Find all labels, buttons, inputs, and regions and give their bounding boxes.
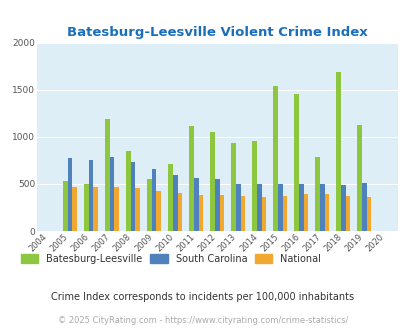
- Bar: [319, 184, 324, 231]
- Bar: [214, 179, 219, 231]
- Bar: [298, 184, 303, 231]
- Bar: [361, 183, 366, 231]
- Bar: [366, 197, 370, 231]
- Bar: [68, 158, 72, 231]
- Bar: [294, 94, 298, 231]
- Text: Crime Index corresponds to incidents per 100,000 inhabitants: Crime Index corresponds to incidents per…: [51, 292, 354, 302]
- Bar: [72, 187, 77, 231]
- Bar: [198, 195, 202, 231]
- Bar: [210, 132, 214, 231]
- Bar: [151, 169, 156, 231]
- Bar: [219, 195, 224, 231]
- Bar: [356, 125, 361, 231]
- Bar: [282, 196, 286, 231]
- Bar: [273, 86, 277, 231]
- Bar: [277, 184, 282, 231]
- Bar: [303, 194, 307, 231]
- Bar: [168, 164, 173, 231]
- Bar: [173, 175, 177, 231]
- Bar: [130, 162, 135, 231]
- Bar: [345, 196, 350, 231]
- Bar: [235, 184, 240, 231]
- Title: Batesburg-Leesville Violent Crime Index: Batesburg-Leesville Violent Crime Index: [67, 26, 367, 39]
- Bar: [110, 157, 114, 231]
- Bar: [252, 141, 256, 231]
- Bar: [240, 196, 245, 231]
- Bar: [324, 194, 328, 231]
- Bar: [231, 143, 235, 231]
- Bar: [147, 179, 151, 231]
- Bar: [315, 157, 319, 231]
- Bar: [340, 185, 345, 231]
- Bar: [256, 183, 261, 231]
- Bar: [89, 160, 93, 231]
- Bar: [105, 119, 110, 231]
- Bar: [194, 178, 198, 231]
- Bar: [261, 197, 266, 231]
- Legend: Batesburg-Leesville, South Carolina, National: Batesburg-Leesville, South Carolina, Nat…: [17, 249, 324, 267]
- Bar: [177, 193, 182, 231]
- Bar: [156, 190, 161, 231]
- Bar: [63, 181, 68, 231]
- Bar: [135, 188, 140, 231]
- Bar: [189, 126, 194, 231]
- Bar: [126, 150, 130, 231]
- Text: © 2025 CityRating.com - https://www.cityrating.com/crime-statistics/: © 2025 CityRating.com - https://www.city…: [58, 316, 347, 325]
- Bar: [93, 187, 98, 231]
- Bar: [84, 184, 89, 231]
- Bar: [335, 72, 340, 231]
- Bar: [114, 187, 119, 231]
